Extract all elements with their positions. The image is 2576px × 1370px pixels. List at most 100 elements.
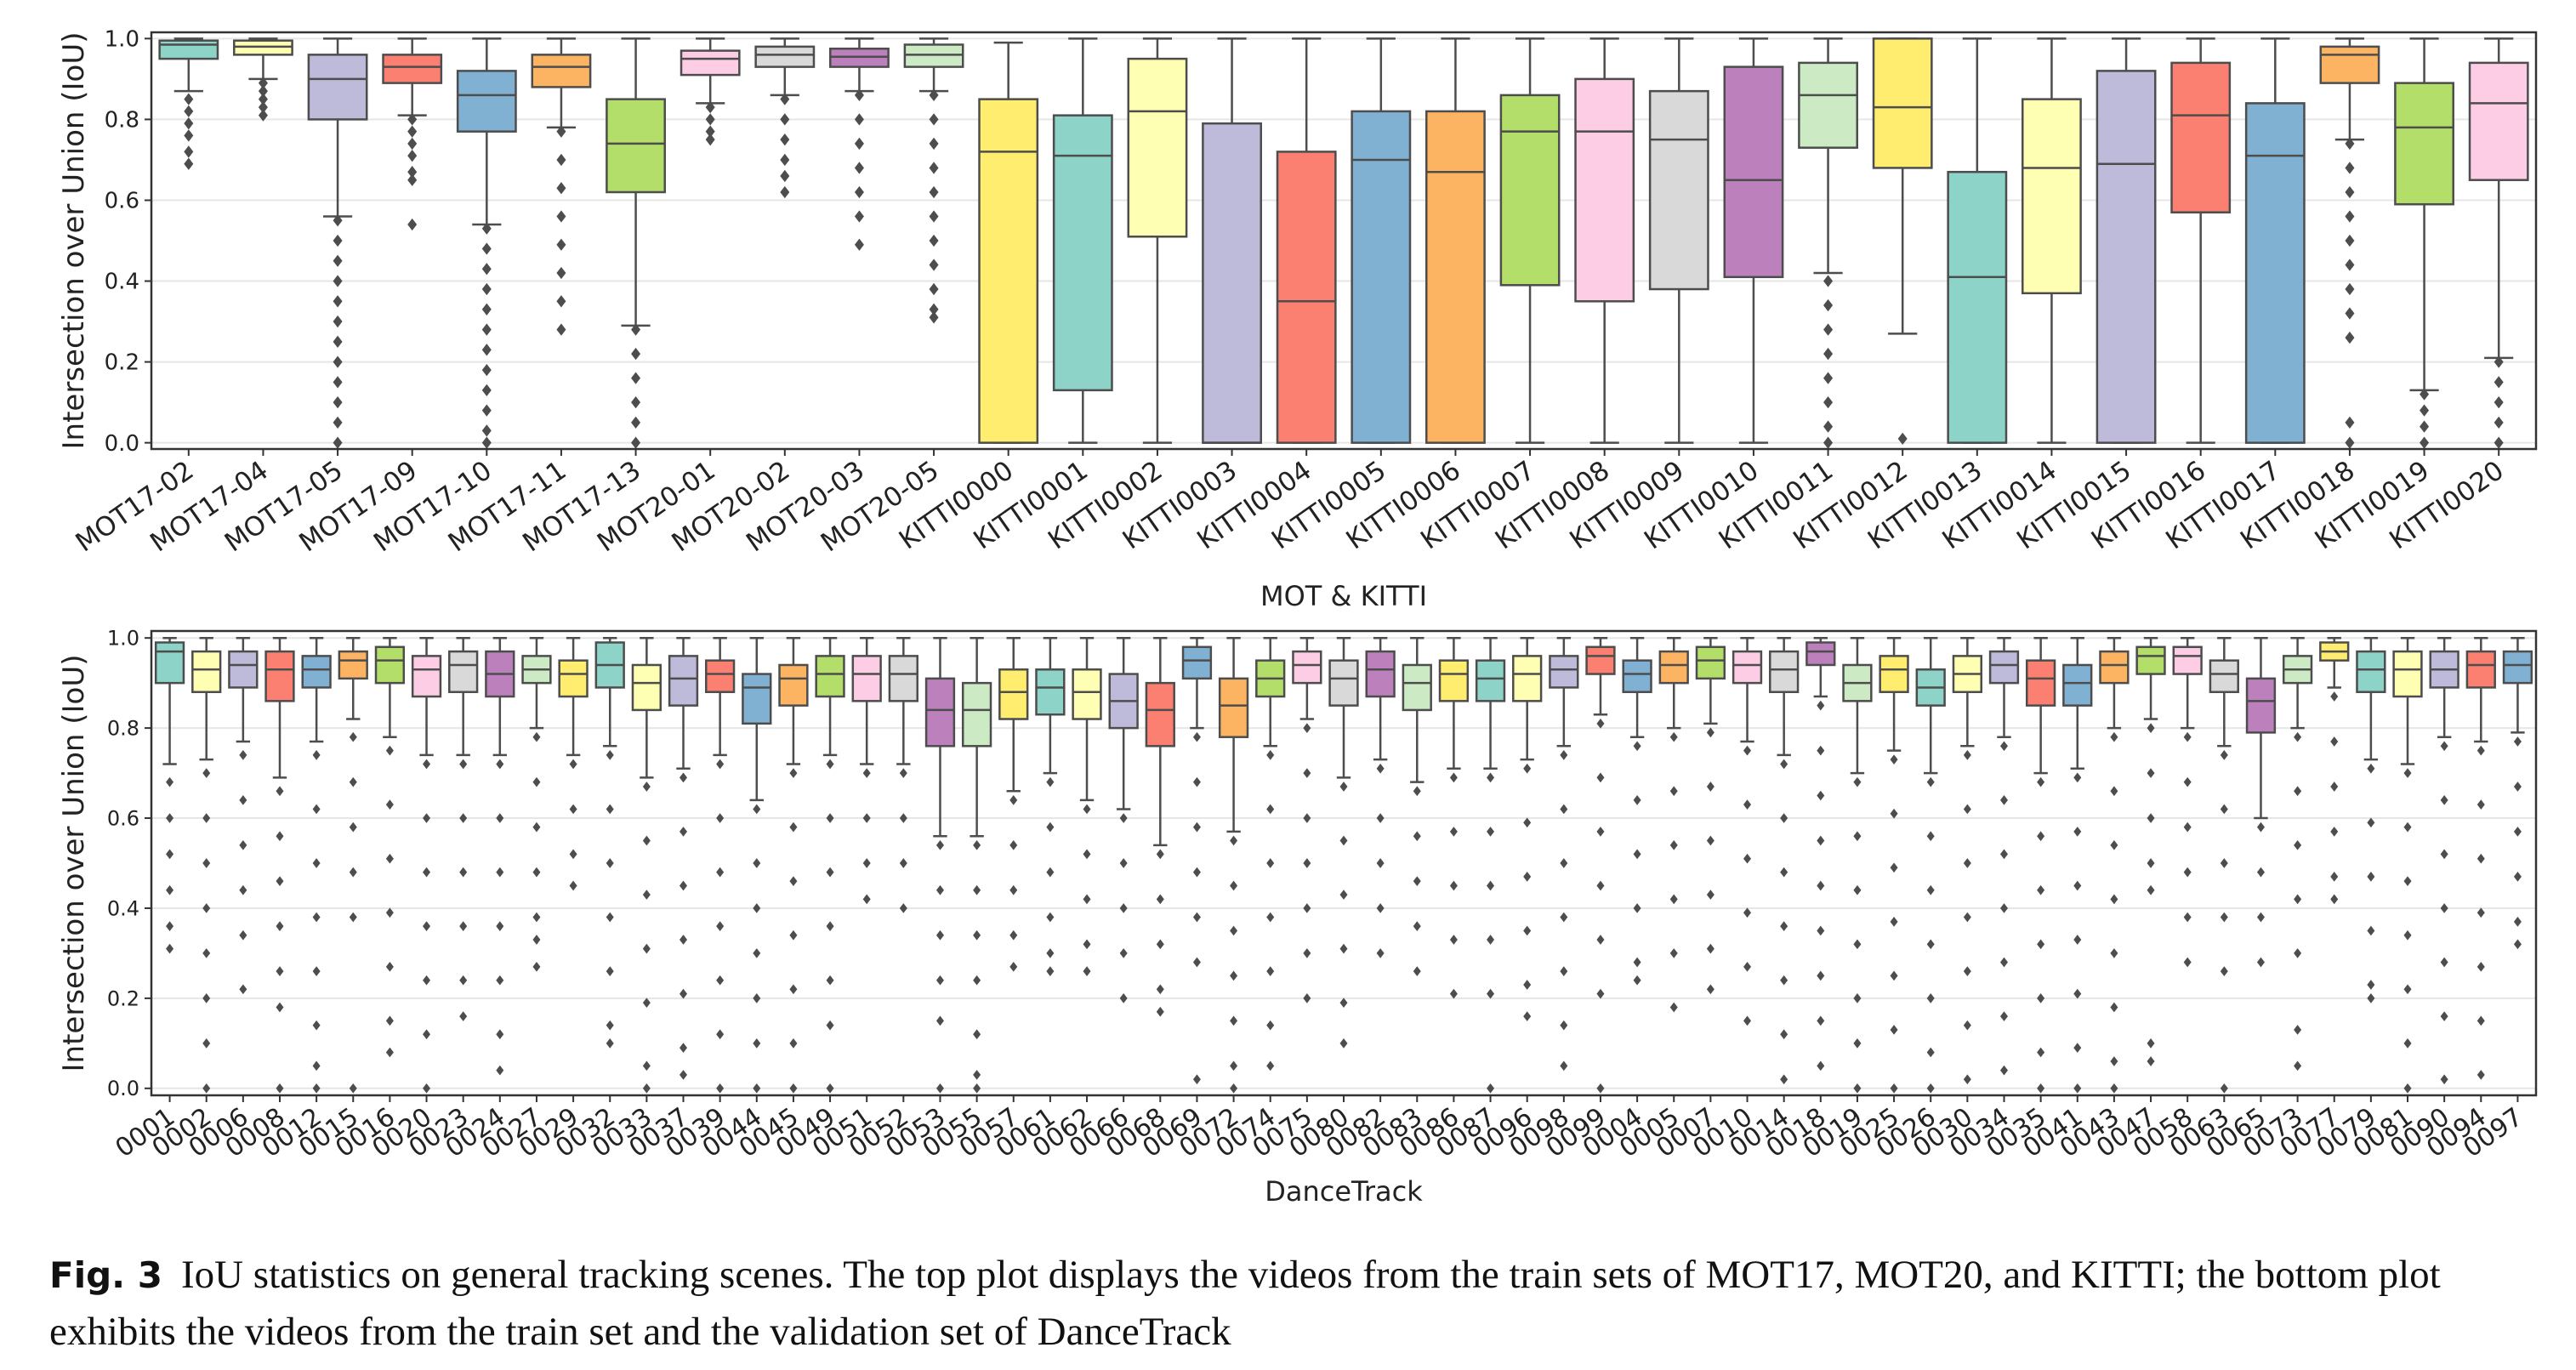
outlier-point (1633, 795, 1641, 805)
box-0068 (1145, 636, 1175, 1017)
outlier-point (606, 1037, 614, 1049)
outlier-point (1706, 984, 1714, 995)
outlier-point (1266, 1060, 1275, 1072)
outlier-point (333, 254, 343, 267)
outlier-point (239, 984, 247, 995)
outlier-point (1156, 939, 1164, 950)
outlier-point (1083, 966, 1091, 976)
outlier-point (1449, 935, 1458, 945)
outlier-point (680, 772, 688, 783)
box-iqr (998, 668, 1029, 720)
box-iqr (2099, 650, 2130, 685)
outlier-point (239, 795, 247, 805)
outlier-point (2073, 827, 2082, 837)
outlier-point (1743, 853, 1752, 864)
box-KITTI0009 (1648, 37, 1709, 444)
outlier-point (481, 424, 492, 437)
outlier-point (333, 335, 343, 348)
box-0019 (1842, 636, 1873, 1094)
outlier-point (407, 125, 418, 138)
outlier-point (423, 813, 431, 823)
box-iqr (1798, 61, 1858, 149)
outlier-point (2420, 436, 2430, 449)
outlier-point (2110, 786, 2118, 797)
plot-frame (150, 31, 2538, 451)
box-iqr (1648, 89, 1709, 291)
outlier-point (481, 323, 492, 336)
box-0061 (1035, 636, 1066, 976)
outlier-point (407, 166, 418, 179)
outlier-point (1046, 867, 1055, 878)
box-0069 (1181, 636, 1213, 1085)
outlier-point (239, 839, 247, 850)
box-0008 (264, 636, 295, 1094)
box-iqr (1425, 110, 1486, 444)
outlier-point (1376, 948, 1385, 958)
box-0066 (1108, 636, 1139, 1003)
outlier-point (1009, 839, 1018, 850)
outlier-point (2330, 782, 2339, 792)
box-iqr (742, 673, 772, 725)
box-0015 (338, 636, 368, 1094)
outlier-point (826, 975, 834, 986)
box-MOT17-05 (307, 37, 368, 449)
outlier-point (2513, 872, 2522, 882)
outlier-point (2494, 416, 2504, 429)
outlier-point (1156, 1006, 1164, 1017)
outlier-point (1487, 772, 1495, 783)
outlier-point (1897, 432, 1908, 446)
outlier-point (1046, 966, 1055, 976)
outlier-point (2345, 234, 2355, 247)
plot-frame (150, 629, 2538, 1097)
outlier-point (2403, 929, 2412, 941)
box-iqr (1202, 122, 1262, 444)
outlier-point (385, 961, 394, 972)
outlier-point (1230, 1083, 1238, 1094)
outlier-point (2367, 763, 2375, 774)
outlier-point (2513, 782, 2522, 792)
outlier-point (2256, 821, 2265, 833)
outlier-point (2345, 331, 2355, 344)
box-iqr (1732, 650, 1763, 685)
box-iqr (1585, 645, 1616, 675)
outlier-point (2345, 259, 2355, 271)
outlier-point (680, 880, 688, 891)
outlier-point (1780, 813, 1788, 823)
outlier-point (2330, 872, 2339, 882)
box-iqr (2135, 645, 2166, 675)
outlier-point (1963, 1074, 1971, 1085)
outlier-point (1853, 1083, 1862, 1094)
outlier-point (2345, 185, 2355, 199)
outlier-point (2147, 1056, 2155, 1066)
outlier-point (276, 1002, 284, 1013)
outlier-point (1560, 1020, 1568, 1031)
outlier-point (2345, 416, 2355, 429)
outlier-point (1009, 795, 1018, 805)
outlier-point (789, 876, 798, 887)
outlier-point (1266, 750, 1275, 760)
outlier-point (333, 214, 343, 227)
box-KITTI0012 (1872, 37, 1933, 446)
outlier-point (2403, 821, 2412, 833)
outlier-point (1560, 750, 1568, 760)
box-iqr (307, 54, 368, 121)
outlier-point (1853, 993, 1862, 1003)
outlier-point (2345, 162, 2355, 174)
outlier-point (2403, 1083, 2412, 1094)
outlier-point (753, 903, 761, 913)
outlier-point (789, 821, 798, 833)
outlier-point (1823, 323, 1834, 336)
outlier-point (1303, 903, 1311, 913)
outlier-point (1633, 957, 1641, 968)
box-iqr (961, 681, 992, 748)
outlier-point (258, 84, 268, 98)
outlier-point (854, 162, 864, 174)
box-iqr (1052, 114, 1113, 392)
outlier-point (680, 1043, 688, 1053)
outlier-point (2513, 827, 2522, 837)
box-KITTI0013 (1947, 37, 2008, 444)
outlier-point (1376, 858, 1385, 868)
outlier-point (1669, 948, 1678, 958)
figure-caption-label: Fig. 3 (49, 1254, 162, 1296)
outlier-point (1119, 858, 1128, 868)
